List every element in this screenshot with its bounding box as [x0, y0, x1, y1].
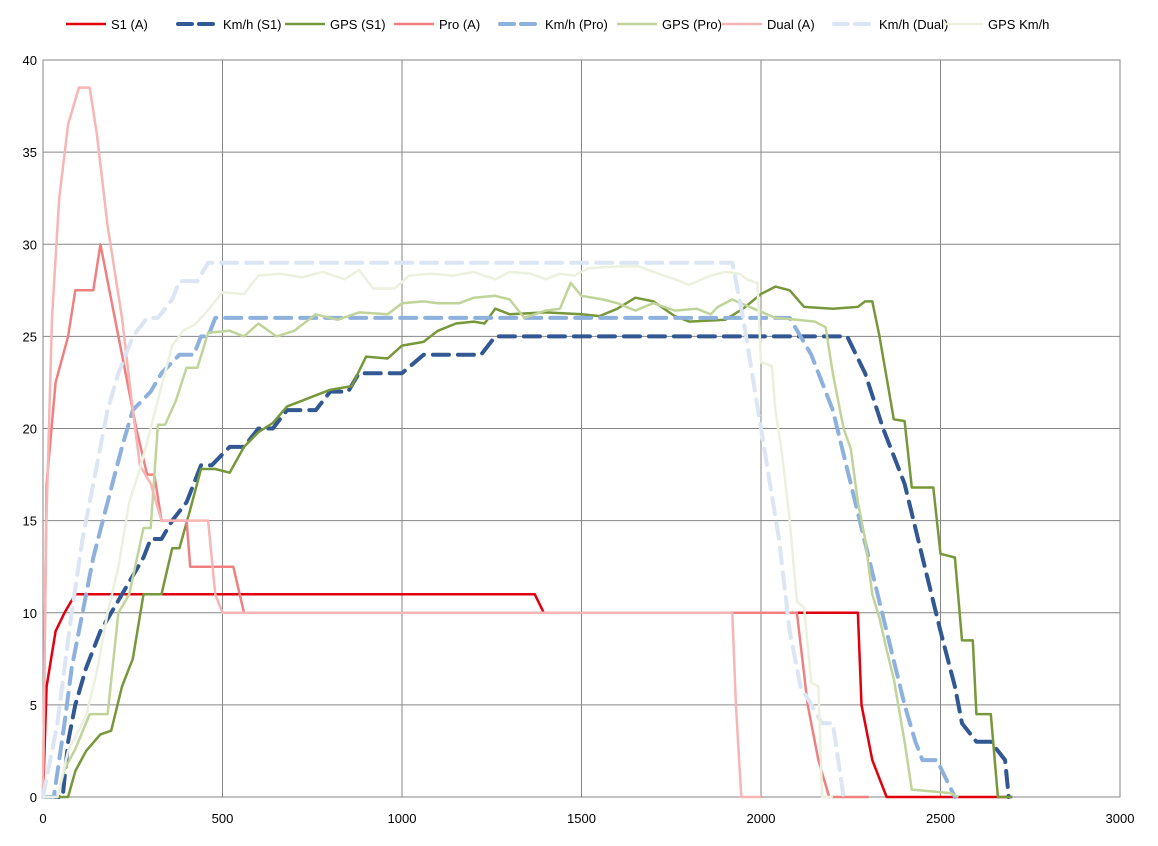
x-tick-label: 0	[39, 811, 46, 826]
legend-label-5: Km/h (Pro)	[545, 17, 608, 32]
x-tick-label: 1000	[388, 811, 417, 826]
y-tick-label: 0	[30, 790, 37, 805]
legend-label-9: GPS Km/h	[988, 17, 1049, 32]
y-tick-label: 5	[30, 698, 37, 713]
legend-label-2: Km/h (S1)	[223, 17, 282, 32]
series-line-4	[41, 243, 869, 799]
x-tick-label: 2000	[747, 811, 776, 826]
y-tick-label: 40	[23, 53, 37, 68]
legend-label-8: Km/h (Dual)	[879, 17, 948, 32]
y-tick-label: 15	[23, 514, 37, 529]
series-line-3	[43, 285, 1013, 799]
series-line-7	[41, 86, 761, 799]
series-line-1	[41, 593, 1013, 799]
series-line-2	[41, 334, 1011, 799]
legend-label-1: S1 (A)	[111, 17, 148, 32]
series-line-8	[41, 260, 846, 799]
x-tick-label: 500	[212, 811, 234, 826]
legend: S1 (A) Km/h (S1) GPS (S1) Pro (A) Km/h (Pro)…	[66, 17, 1049, 32]
x-tick-label: 3000	[1106, 811, 1135, 826]
legend-label-7: Dual (A)	[767, 17, 815, 32]
x-tick-label: 2500	[926, 811, 955, 826]
y-tick-label: 30	[23, 237, 37, 252]
y-tick-label: 35	[23, 145, 37, 160]
y-tick-label: 10	[23, 606, 37, 621]
legend-label-6: GPS (Pro)	[662, 17, 722, 32]
series-line-6	[43, 281, 959, 799]
y-tick-label: 20	[23, 422, 37, 437]
series-layer	[41, 86, 1013, 799]
y-tick-label: 25	[23, 329, 37, 344]
series-line-5	[41, 315, 957, 799]
plot-area-border	[42, 59, 1121, 798]
series-line-9	[43, 265, 833, 799]
legend-label-3: GPS (S1)	[330, 17, 386, 32]
axis-layer: 0 5 10 15 20 25 30 35 40 0 500 1000 1500 2000 2500 3000	[23, 53, 1135, 826]
legend-label-4: Pro (A)	[439, 17, 480, 32]
grid-layer	[42, 59, 1121, 798]
x-tick-label: 1500	[567, 811, 596, 826]
